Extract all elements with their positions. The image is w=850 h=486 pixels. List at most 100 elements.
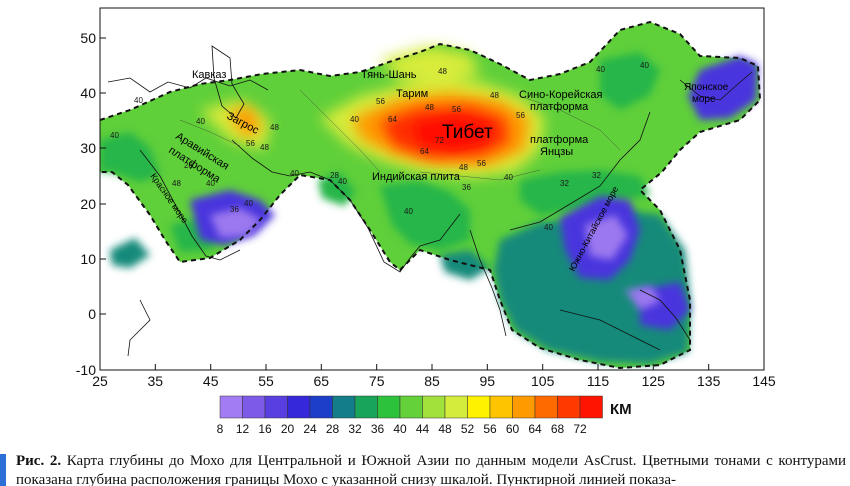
contour-label: 48 — [172, 179, 181, 188]
depth-legend — [219, 395, 603, 419]
contour-label: 56 — [376, 97, 385, 106]
legend-label: 8 — [217, 422, 224, 436]
contour-label: 48 — [490, 91, 499, 100]
legend-label: 20 — [281, 422, 295, 436]
depth-field-core — [415, 116, 490, 150]
legend-swatch — [264, 395, 288, 419]
contour-label: 40 — [110, 131, 119, 140]
contour-label: 40 — [504, 173, 513, 182]
depth-legend-labels: 8 12 16 20 24 28 32 36 40 44 48 52 56 60 64 68 72 — [217, 422, 587, 436]
contour-label: 56 — [477, 159, 486, 168]
x-tick-label: 95 — [480, 373, 496, 389]
legend-label: 24 — [303, 422, 317, 436]
region-label-japan-sea-2: море — [692, 94, 716, 105]
y-tick-label: 0 — [88, 306, 96, 322]
region-label-japan-sea-1: Японское — [684, 82, 729, 93]
contour-label: 40 — [338, 177, 347, 186]
contour-label: 32 — [592, 171, 601, 180]
coastline-red-sea — [139, 149, 241, 261]
figure-caption: Рис. 2. Карта глубины до Мохо для Центра… — [0, 452, 850, 486]
y-tick-label: -10 — [76, 362, 96, 378]
moho-depth-map-svg: 40 40 40 48 48 56 64 72 56 48 64 56 40 4… — [76, 7, 776, 436]
contour-label: 56 — [246, 139, 255, 148]
y-tick-label: 50 — [80, 30, 96, 46]
legend-label: 52 — [461, 422, 475, 436]
border-3 — [519, 95, 621, 151]
legend-label: 36 — [371, 422, 385, 436]
border-1 — [299, 89, 381, 173]
contour-label: 48 — [459, 163, 468, 172]
legend-swatch — [579, 395, 603, 419]
contour-label: 40 — [350, 115, 359, 124]
x-tick-label: 35 — [148, 373, 164, 389]
y-tick-label: 30 — [80, 140, 96, 156]
region-label-tarim: Тарим — [396, 88, 428, 100]
contour-label: 40 — [244, 199, 253, 208]
x-tick-label: 135 — [697, 373, 721, 389]
region-label-sino-korean-2: платформа — [530, 101, 589, 113]
region-label-tien-shan: Тянь-Шань — [361, 69, 417, 81]
x-tick-label: 65 — [314, 373, 330, 389]
region-label-caucasus: Кавказ — [192, 69, 226, 81]
coastline-persian-gulf — [231, 139, 331, 181]
legend-swatch — [557, 395, 581, 419]
contour-label: 32 — [560, 179, 569, 188]
legend-label: 32 — [348, 422, 362, 436]
x-tick-label: 115 — [587, 373, 610, 389]
legend-label: 44 — [416, 422, 430, 436]
region-label-sino-korean-1: Сино-Корейская — [519, 89, 603, 101]
legend-label: 64 — [528, 422, 542, 436]
contour-label: 40 — [134, 96, 143, 105]
contour-label: 40 — [196, 117, 205, 126]
contour-label: 28 — [330, 171, 339, 180]
x-tick-label: 45 — [203, 373, 219, 389]
contour-label: 48 — [260, 143, 269, 152]
contour-label: 36 — [230, 205, 239, 214]
caption-text: Рис. 2. Карта глубины до Мохо для Центра… — [16, 452, 846, 486]
depth-field-20 — [190, 56, 758, 330]
region-label-tibet: Тибет — [442, 122, 493, 143]
depth-field-12 — [210, 208, 660, 310]
legend-label: 48 — [438, 422, 452, 436]
legend-label: 60 — [506, 422, 520, 436]
coastline-india — [329, 179, 461, 273]
x-tick-label: 55 — [258, 373, 274, 389]
legend-label: 68 — [551, 422, 565, 436]
legend-swatch — [332, 395, 356, 419]
contour-label: 48 — [425, 103, 434, 112]
caption-body: Карта глубины до Мохо для Центральной и … — [16, 453, 847, 486]
contour-label: 28 — [184, 161, 193, 170]
coastline-africa — [127, 299, 151, 357]
depth-color-field — [100, 22, 760, 368]
contour-label: 72 — [435, 136, 444, 145]
region-label-indian-plate: Индийская плита — [372, 171, 461, 183]
coastline-japan — [679, 71, 753, 101]
y-tick-label: 40 — [80, 85, 96, 101]
x-tick-label: 105 — [531, 373, 555, 389]
depth-field-28 — [110, 210, 690, 364]
legend-label: 40 — [393, 422, 407, 436]
contour-label: 56 — [452, 105, 461, 114]
y-tick-label: 20 — [80, 196, 96, 212]
legend-label: 56 — [483, 422, 497, 436]
coastline-indochina — [469, 229, 507, 337]
model-boundary-dashed — [99, 20, 762, 370]
legend-label: 12 — [236, 422, 250, 436]
coastline-black-caspian — [107, 77, 269, 93]
caption-accent-bar — [0, 454, 6, 486]
x-tick-label: 125 — [642, 373, 666, 389]
legend-unit: КМ — [610, 401, 632, 418]
legend-swatch — [512, 395, 536, 419]
y-axis-labels: 50 40 30 20 10 0 -10 — [76, 30, 96, 378]
country-borders — [179, 89, 621, 181]
contour-label: 40 — [206, 179, 215, 188]
coastline-philippines — [639, 289, 691, 341]
contour-label: 40 — [640, 61, 649, 70]
coastlines — [107, 45, 753, 357]
legend-swatch — [534, 395, 558, 419]
contour-label: 48 — [438, 67, 447, 76]
legend-swatch — [467, 395, 491, 419]
coastline-borneo — [559, 309, 661, 351]
contour-label: 56 — [516, 111, 525, 120]
contour-label: 64 — [420, 147, 429, 156]
